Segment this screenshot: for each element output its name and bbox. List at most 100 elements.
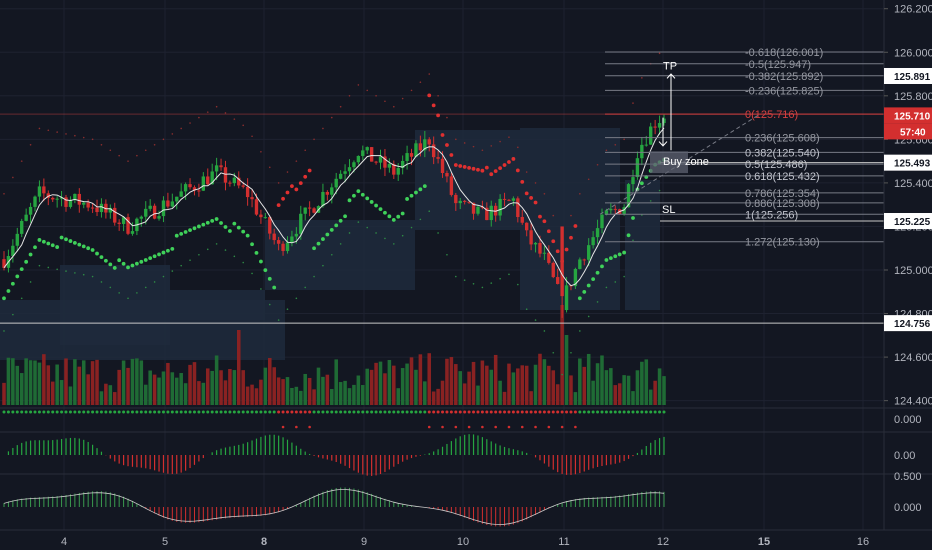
trail-dot: [290, 184, 294, 189]
candle-body: [46, 193, 50, 198]
candle-body: [73, 193, 77, 200]
trail-dot-faint: [517, 146, 519, 149]
candle-body: [485, 207, 489, 221]
trail-dot: [325, 232, 330, 237]
volume-bar: [263, 367, 268, 405]
fib-level-label: 0.618(125.432): [745, 171, 820, 183]
trail-dot: [343, 214, 347, 219]
signal-dot: [414, 410, 418, 414]
candle-body: [356, 155, 361, 163]
signal-dot: [299, 410, 303, 414]
candle-body: [250, 197, 254, 200]
trail-dot-faint: [180, 264, 182, 267]
trail-dot-faint: [295, 297, 298, 300]
trail-dot: [529, 196, 534, 200]
price-tag-label: 125.493: [894, 159, 931, 170]
signal-dot: [547, 425, 551, 429]
candle-body: [622, 207, 626, 214]
signal-dot: [161, 410, 165, 414]
candle-body: [121, 217, 126, 224]
trail-dot: [108, 262, 113, 267]
candle-body: [325, 191, 330, 195]
volume-bar: [418, 354, 423, 405]
trail-dot: [507, 160, 511, 164]
trail-dot: [383, 210, 387, 215]
signal-dot: [520, 410, 524, 414]
trail-dot-faint: [446, 116, 448, 119]
trail-dot-faint: [649, 200, 652, 202]
signal-dot: [184, 410, 188, 414]
trail-dot: [396, 214, 401, 219]
price-axis[interactable]: 126.200126.000125.800125.600125.400125.2…: [883, 0, 932, 530]
candle-body: [458, 200, 462, 204]
signal-dot: [201, 410, 205, 414]
candle-body: [653, 126, 657, 128]
candle-body: [11, 245, 15, 256]
trail-dot: [427, 93, 432, 98]
candle-body: [237, 177, 241, 186]
fib-level-label: -0.382(125.892): [745, 71, 823, 83]
candle-body: [609, 208, 613, 211]
candle-body: [245, 186, 250, 198]
signal-dot: [361, 410, 365, 414]
signal-dot: [529, 410, 533, 414]
candle-body: [254, 199, 259, 215]
trail-dot-faint: [570, 214, 572, 217]
trail-dot: [369, 200, 374, 204]
trail-dot: [188, 228, 192, 233]
volume-bar: [95, 359, 99, 405]
candle-body: [263, 217, 268, 219]
price-tick-label: 125.000: [894, 265, 932, 277]
signal-dot: [108, 410, 112, 414]
fibonacci-retracement[interactable]: -0.618(126.001)-0.5(125.947)-0.382(125.8…: [0, 47, 884, 324]
trail-dot: [639, 181, 644, 186]
time-axis[interactable]: 4 5 8 9 10 11 12 15 16: [61, 536, 869, 548]
signal-dot: [139, 410, 143, 414]
candle-body: [90, 207, 95, 209]
signal-dot: [480, 410, 484, 414]
trail-dot-faint: [481, 286, 484, 289]
candle-body: [268, 217, 272, 234]
volume-bar: [392, 365, 396, 405]
trail-dot: [157, 252, 161, 257]
trail-dot-faint: [3, 330, 5, 332]
trail-dot-faint: [552, 351, 555, 354]
trail-dot-faint: [570, 351, 572, 354]
candle-body: [387, 164, 392, 168]
candle-body: [449, 176, 454, 195]
trail-dot: [600, 264, 604, 269]
candle-body: [631, 177, 635, 185]
candle-body: [467, 201, 471, 203]
candle-body: [86, 202, 90, 208]
signal-dot: [197, 410, 201, 414]
candle-body: [290, 236, 294, 243]
volume-bar: [445, 358, 449, 405]
trail-dot: [19, 267, 24, 272]
trail-dot-faint: [375, 95, 377, 97]
signal-dot: [653, 410, 657, 414]
trail-dot-faint: [144, 149, 147, 152]
trail-dot-faint: [561, 373, 563, 376]
trail-dot: [414, 190, 418, 195]
signal-dot: [232, 410, 236, 414]
candle-body: [436, 157, 440, 159]
signal-dot: [95, 410, 99, 414]
candle-body: [573, 268, 578, 287]
trail-dot-faint: [233, 118, 236, 120]
trail-dot-faint: [153, 281, 156, 283]
signal-dot: [73, 410, 77, 414]
trail-dot: [471, 166, 476, 171]
trail-dot-faint: [100, 143, 103, 146]
candle-body: [330, 187, 334, 195]
indicator-tick-label: 0.00: [894, 450, 915, 462]
trail-dot-faint: [490, 282, 493, 284]
trail-dot: [263, 268, 268, 273]
signal-dot: [130, 410, 134, 414]
signal-dot: [454, 410, 458, 414]
fib-level-label: 0.5(125.486): [745, 159, 807, 171]
trail-dot: [538, 214, 542, 219]
volume-bar: [37, 362, 42, 405]
shaded-zone: [170, 290, 265, 320]
time-tick-label: 8: [261, 536, 267, 548]
